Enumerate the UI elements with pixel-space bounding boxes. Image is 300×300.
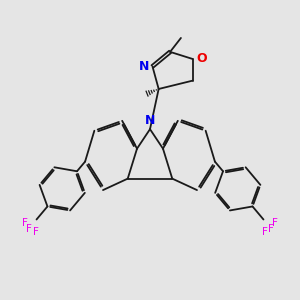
Text: F: F [22,218,28,228]
Text: F: F [32,227,38,237]
Text: F: F [272,218,278,228]
Text: O: O [196,52,207,65]
Text: F: F [26,224,32,234]
Text: F: F [262,227,268,237]
Text: F: F [268,224,274,234]
Text: N: N [145,114,155,127]
Text: N: N [139,60,149,73]
